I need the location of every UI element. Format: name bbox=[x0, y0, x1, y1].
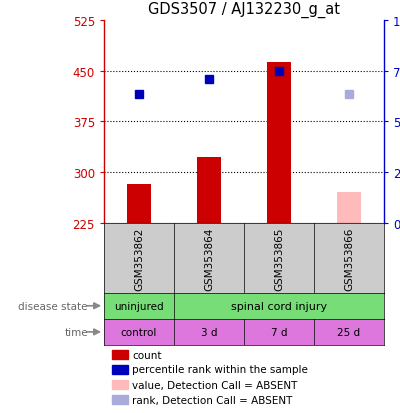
Text: percentile rank within the sample: percentile rank within the sample bbox=[132, 364, 308, 374]
Bar bbox=[197, 157, 221, 223]
Text: 25 d: 25 d bbox=[338, 327, 360, 337]
Text: value, Detection Call = ABSENT: value, Detection Call = ABSENT bbox=[132, 380, 297, 389]
Text: rank, Detection Call = ABSENT: rank, Detection Call = ABSENT bbox=[132, 395, 292, 405]
Text: control: control bbox=[121, 327, 157, 337]
Text: spinal cord injury: spinal cord injury bbox=[231, 301, 327, 311]
Bar bbox=[112, 396, 128, 404]
Bar bbox=[127, 185, 151, 223]
Bar bbox=[112, 380, 128, 389]
Bar bbox=[267, 63, 291, 223]
Text: time: time bbox=[64, 327, 88, 337]
Text: disease state: disease state bbox=[18, 301, 88, 311]
Text: count: count bbox=[132, 350, 162, 360]
Bar bbox=[112, 365, 128, 374]
Bar bbox=[112, 350, 128, 359]
Text: GSM353862: GSM353862 bbox=[134, 227, 144, 290]
Text: uninjured: uninjured bbox=[114, 301, 164, 311]
Text: GSM353865: GSM353865 bbox=[274, 227, 284, 290]
Title: GDS3507 / AJ132230_g_at: GDS3507 / AJ132230_g_at bbox=[148, 2, 340, 18]
Text: GSM353864: GSM353864 bbox=[204, 227, 214, 290]
Text: GSM353866: GSM353866 bbox=[344, 227, 354, 290]
Text: 3 d: 3 d bbox=[201, 327, 217, 337]
Text: 7 d: 7 d bbox=[271, 327, 287, 337]
Bar bbox=[337, 193, 361, 223]
